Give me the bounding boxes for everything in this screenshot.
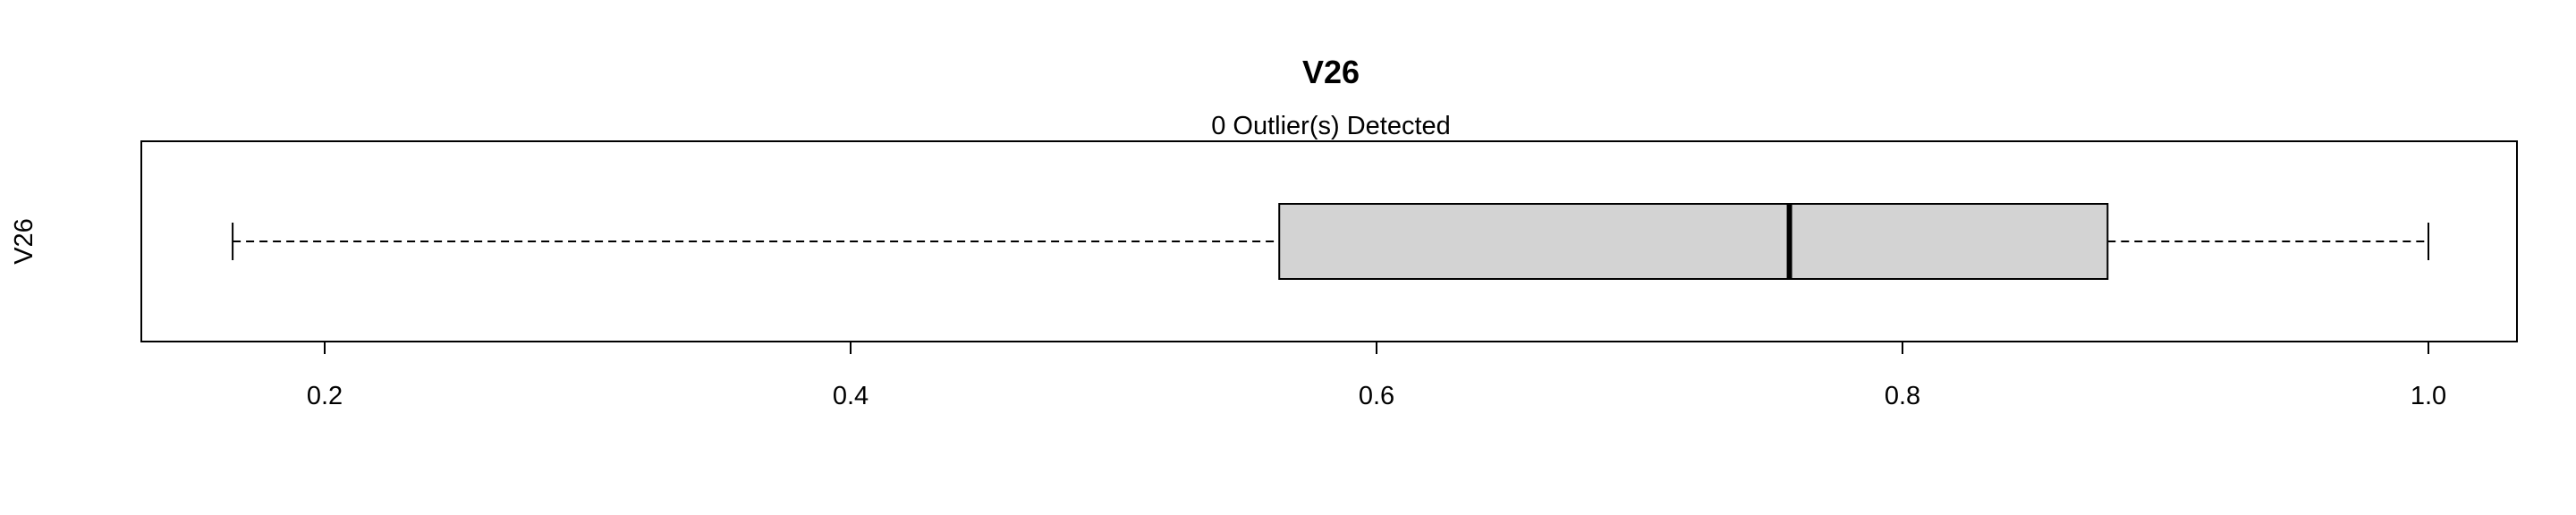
x-axis: 0.2 0.4 0.6 0.8 1.0 xyxy=(307,341,2446,410)
x-tick-label: 0.2 xyxy=(307,382,343,410)
x-tick-label: 1.0 xyxy=(2411,382,2446,410)
iqr-box xyxy=(1278,203,2109,280)
chart-title: V26 xyxy=(1302,54,1360,90)
chart-subtitle: 0 Outlier(s) Detected xyxy=(1211,112,1451,140)
boxplot xyxy=(232,203,2429,280)
x-tick-label: 0.6 xyxy=(1359,382,1394,410)
x-tick-label: 0.8 xyxy=(1885,382,1920,410)
x-tick-label: 0.4 xyxy=(833,382,869,410)
y-axis-label: V26 xyxy=(10,218,38,265)
